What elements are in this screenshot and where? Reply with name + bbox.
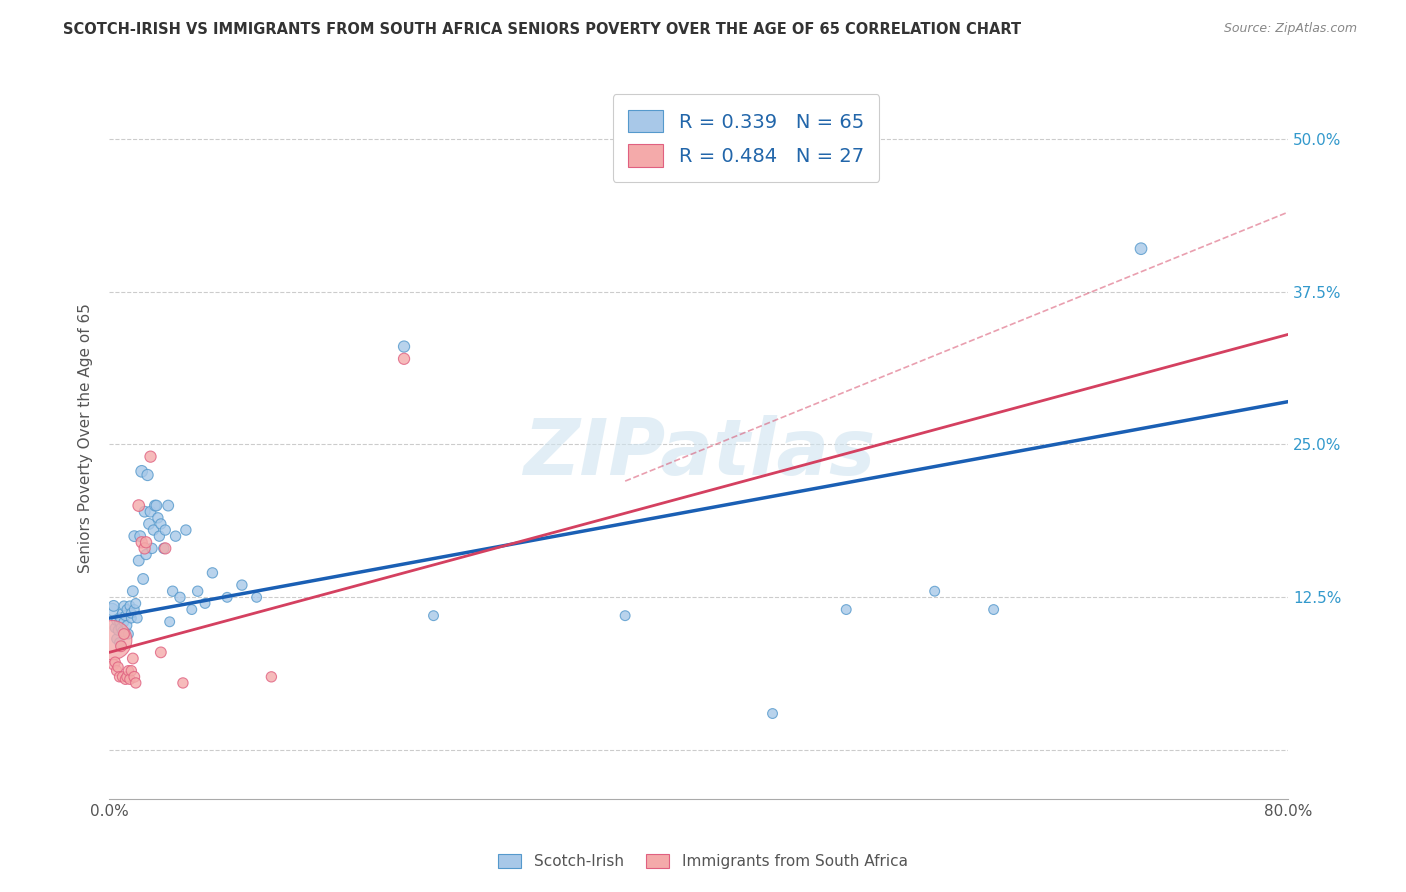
Point — [110, 621, 132, 635]
Point — [128, 499, 150, 513]
Point — [149, 645, 172, 659]
Point — [131, 464, 153, 478]
Point — [924, 584, 946, 599]
Point — [148, 529, 170, 543]
Point — [172, 676, 194, 690]
Point — [134, 541, 156, 556]
Point — [115, 670, 138, 684]
Point — [121, 651, 143, 665]
Point — [114, 608, 136, 623]
Point — [103, 599, 125, 613]
Point — [105, 664, 128, 678]
Point — [149, 516, 172, 531]
Point — [110, 639, 132, 653]
Point — [108, 670, 131, 684]
Point — [983, 602, 1005, 616]
Point — [115, 602, 138, 616]
Point — [260, 670, 283, 684]
Point — [201, 566, 224, 580]
Point — [392, 340, 415, 354]
Point — [217, 591, 239, 605]
Text: Source: ZipAtlas.com: Source: ZipAtlas.com — [1223, 22, 1357, 36]
Point — [112, 615, 135, 629]
Point — [117, 664, 139, 678]
Text: ZIPatlas: ZIPatlas — [523, 415, 875, 491]
Point — [120, 606, 142, 620]
Point — [138, 516, 160, 531]
Point — [157, 499, 180, 513]
Point — [132, 572, 155, 586]
Point — [139, 450, 162, 464]
Point — [111, 670, 134, 684]
Point — [127, 611, 149, 625]
Point — [124, 602, 146, 616]
Point — [128, 554, 150, 568]
Point — [107, 660, 129, 674]
Point — [101, 602, 124, 616]
Point — [124, 529, 146, 543]
Point — [145, 499, 167, 513]
Point — [104, 621, 127, 635]
Point — [131, 535, 153, 549]
Point — [194, 597, 217, 611]
Legend: R = 0.339   N = 65, R = 0.484   N = 27: R = 0.339 N = 65, R = 0.484 N = 27 — [613, 95, 880, 182]
Point — [114, 673, 136, 687]
Point — [101, 633, 124, 648]
Point — [124, 670, 146, 684]
Point — [111, 606, 134, 620]
Point — [142, 523, 165, 537]
Point — [614, 608, 637, 623]
Point — [139, 505, 162, 519]
Point — [120, 664, 142, 678]
Point — [162, 584, 184, 599]
Point — [187, 584, 209, 599]
Point — [835, 602, 858, 616]
Point — [174, 523, 197, 537]
Point — [121, 584, 143, 599]
Point — [105, 632, 128, 646]
Point — [1130, 242, 1153, 256]
Point — [165, 529, 187, 543]
Point — [180, 602, 202, 616]
Point — [159, 615, 181, 629]
Point — [136, 468, 159, 483]
Point — [135, 535, 157, 549]
Point — [129, 529, 152, 543]
Point — [155, 541, 177, 556]
Point — [143, 499, 166, 513]
Point — [141, 541, 163, 556]
Point — [422, 608, 444, 623]
Point — [134, 505, 156, 519]
Point — [155, 523, 177, 537]
Point — [120, 611, 142, 625]
Point — [103, 657, 125, 672]
Point — [108, 615, 131, 629]
Point — [110, 611, 132, 625]
Point — [146, 511, 169, 525]
Point — [108, 635, 131, 649]
Text: SCOTCH-IRISH VS IMMIGRANTS FROM SOUTH AFRICA SENIORS POVERTY OVER THE AGE OF 65 : SCOTCH-IRISH VS IMMIGRANTS FROM SOUTH AF… — [63, 22, 1021, 37]
Point — [105, 614, 128, 628]
Point — [107, 624, 129, 638]
Point — [104, 655, 127, 669]
Point — [169, 591, 191, 605]
Point — [112, 599, 135, 613]
Point — [392, 351, 415, 366]
Point — [117, 627, 139, 641]
Point — [125, 676, 148, 690]
Point — [115, 618, 138, 632]
Point — [135, 548, 157, 562]
Y-axis label: Seniors Poverty Over the Age of 65: Seniors Poverty Over the Age of 65 — [79, 303, 93, 574]
Point — [761, 706, 783, 721]
Point — [231, 578, 253, 592]
Point — [118, 599, 141, 613]
Point — [111, 624, 134, 639]
Point — [246, 591, 269, 605]
Point — [152, 541, 174, 556]
Point — [118, 673, 141, 687]
Point — [125, 597, 148, 611]
Point — [112, 627, 135, 641]
Legend: Scotch-Irish, Immigrants from South Africa: Scotch-Irish, Immigrants from South Afri… — [492, 848, 914, 875]
